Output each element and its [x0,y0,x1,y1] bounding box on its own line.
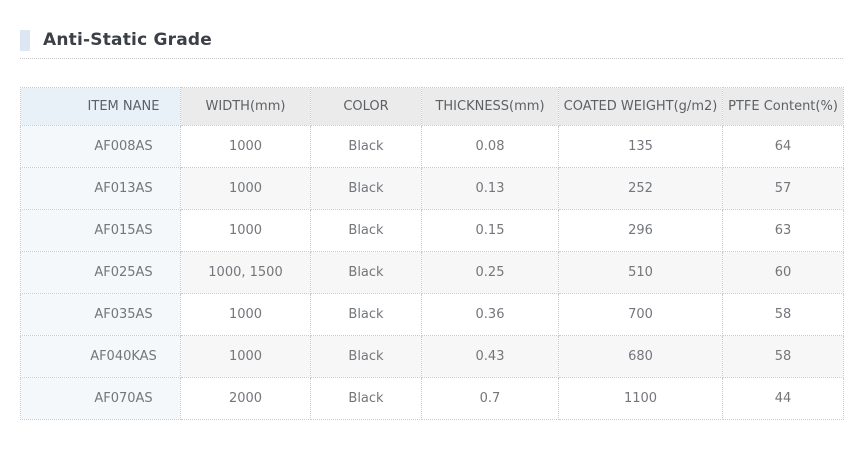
cell-coated-weight: 680 [558,335,723,378]
cell-thickness: 0.7 [421,377,559,420]
cell-color: Black [310,125,422,168]
cell-coated-weight: 1100 [558,377,723,420]
cell-item-name: AF008AS [20,125,181,168]
column-header-thickness: THICKNESS(mm) [421,87,559,126]
cell-width: 1000 [180,335,311,378]
cell-item-name: AF025AS [20,251,181,294]
cell-item-name: AF035AS [20,293,181,336]
cell-coated-weight: 510 [558,251,723,294]
page-content: Anti-Static Grade ITEM NANE WIDTH(mm) CO… [20,29,844,420]
cell-ptfe-content: 44 [722,377,844,420]
table-row: AF025AS 1000, 1500 Black 0.25 510 60 [20,251,844,294]
cell-color: Black [310,209,422,252]
cell-color: Black [310,335,422,378]
cell-width: 1000 [180,209,311,252]
cell-item-name: AF013AS [20,167,181,210]
cell-width: 1000 [180,125,311,168]
cell-thickness: 0.15 [421,209,559,252]
cell-item-name: AF070AS [20,377,181,420]
column-header-item-name: ITEM NANE [20,87,181,126]
table-row: AF008AS 1000 Black 0.08 135 64 [20,125,844,168]
cell-width: 1000 [180,293,311,336]
title-marker-bar [20,29,30,51]
table-row: AF035AS 1000 Black 0.36 700 58 [20,293,844,336]
page-title: Anti-Static Grade [43,30,212,50]
cell-thickness: 0.08 [421,125,559,168]
cell-color: Black [310,251,422,294]
cell-thickness: 0.36 [421,293,559,336]
column-header-coated-weight: COATED WEIGHT(g/m2) [558,87,723,126]
column-header-ptfe-content: PTFE Content(%) [722,87,844,126]
section-title-row: Anti-Static Grade [20,29,843,51]
anti-static-grade-table: ITEM NANE WIDTH(mm) COLOR THICKNESS(mm) … [20,87,844,420]
title-divider [20,58,843,59]
cell-coated-weight: 135 [558,125,723,168]
table-row: AF013AS 1000 Black 0.13 252 57 [20,167,844,210]
cell-ptfe-content: 60 [722,251,844,294]
cell-thickness: 0.25 [421,251,559,294]
column-header-width: WIDTH(mm) [180,87,311,126]
cell-color: Black [310,377,422,420]
cell-color: Black [310,293,422,336]
table-row: AF015AS 1000 Black 0.15 296 63 [20,209,844,252]
cell-coated-weight: 700 [558,293,723,336]
cell-ptfe-content: 58 [722,293,844,336]
cell-color: Black [310,167,422,210]
cell-ptfe-content: 58 [722,335,844,378]
cell-ptfe-content: 64 [722,125,844,168]
cell-coated-weight: 296 [558,209,723,252]
column-header-color: COLOR [310,87,422,126]
cell-width: 1000 [180,167,311,210]
cell-thickness: 0.13 [421,167,559,210]
table-row: AF070AS 2000 Black 0.7 1100 44 [20,377,844,420]
cell-width: 2000 [180,377,311,420]
cell-ptfe-content: 63 [722,209,844,252]
cell-item-name: AF015AS [20,209,181,252]
cell-width: 1000, 1500 [180,251,311,294]
header-row: ITEM NANE WIDTH(mm) COLOR THICKNESS(mm) … [20,87,844,126]
cell-coated-weight: 252 [558,167,723,210]
cell-ptfe-content: 57 [722,167,844,210]
cell-item-name: AF040KAS [20,335,181,378]
cell-thickness: 0.43 [421,335,559,378]
table-row: AF040KAS 1000 Black 0.43 680 58 [20,335,844,378]
